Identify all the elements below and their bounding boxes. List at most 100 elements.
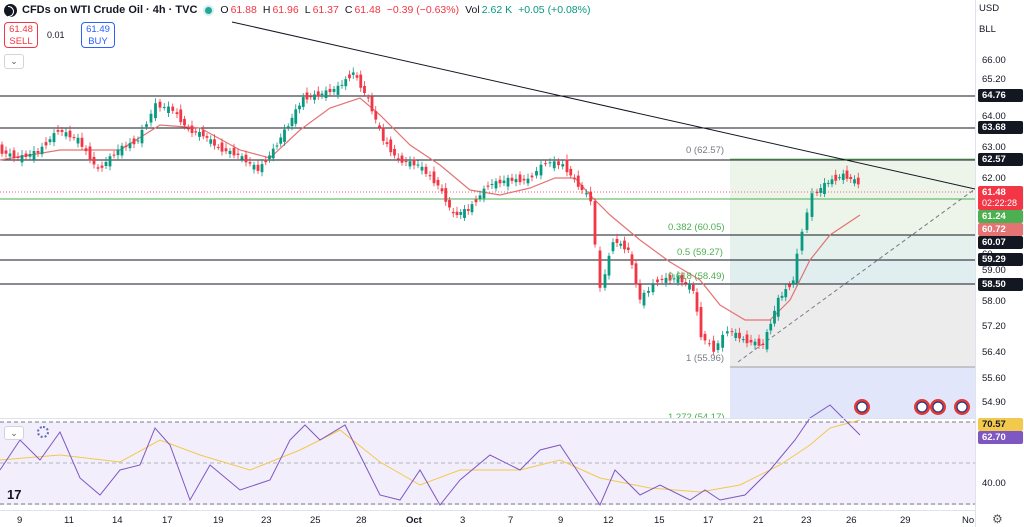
candle: [611, 242, 615, 252]
chart-settings-gear-icon[interactable]: ⚙: [992, 512, 1003, 526]
candle: [396, 158, 400, 160]
fib-zone-5: [730, 260, 975, 284]
down-trendline[interactable]: [231, 21, 975, 190]
date-tick: 25: [310, 515, 321, 526]
candle: [320, 93, 324, 95]
candle: [313, 94, 316, 100]
candle: [424, 166, 428, 174]
tick: 55.60: [982, 373, 1006, 384]
support-resistance-lines[interactable]: [0, 95, 975, 285]
price-axis[interactable]: 66.00 65.20 64.00 63.00 62.00 60. 59.00 …: [975, 0, 1024, 527]
candle: [440, 188, 444, 192]
market-status-icon: [205, 6, 213, 14]
candle: [470, 204, 474, 213]
tick: 62.00: [982, 173, 1006, 184]
event-flags[interactable]: [854, 399, 970, 415]
candle: [190, 125, 194, 134]
symbol-title[interactable]: CFDs on WTI Crude Oil · 4h · TVC: [22, 4, 198, 16]
candle: [490, 184, 494, 185]
level-label: 62.57: [978, 153, 1023, 166]
buy-button[interactable]: 61.49 BUY: [81, 22, 115, 48]
candle: [830, 179, 834, 185]
event-flag-inner-icon: [916, 401, 928, 413]
date-tick: 17: [162, 515, 173, 526]
candle: [385, 142, 389, 145]
candle: [136, 140, 140, 142]
time-axis[interactable]: 9 11 14 17 19 23 25 28 Oct 3 7 9 12 15 1…: [0, 510, 975, 527]
candle: [518, 174, 522, 183]
candle: [48, 139, 52, 143]
fib-label-618: 0.618 (58.49): [668, 271, 725, 282]
buy-price: 61.49: [86, 24, 110, 35]
candle: [448, 200, 451, 208]
candle: [603, 274, 607, 288]
candle: [316, 91, 320, 97]
candle: [355, 75, 359, 78]
candle: [451, 211, 455, 214]
candle: [216, 146, 220, 148]
rsi-ma-label: 70.57: [978, 418, 1023, 431]
rsi-settings-icon[interactable]: [37, 426, 49, 438]
candle: [544, 163, 547, 165]
candle: [721, 334, 725, 348]
candle: [298, 105, 301, 110]
rsi-tick: 40.00: [982, 478, 1006, 489]
candle: [232, 147, 236, 156]
candle: [389, 139, 393, 153]
candle: [194, 131, 198, 133]
date-tick: 23: [801, 515, 812, 526]
unit-selector[interactable]: BLL: [979, 24, 996, 35]
candle: [634, 263, 638, 285]
tick: 65.20: [982, 74, 1006, 85]
tradingview-logo-icon: 17: [7, 487, 22, 502]
candle: [28, 153, 32, 157]
candle: [120, 145, 124, 156]
tick: 63.00: [982, 142, 1006, 153]
candle: [412, 159, 416, 166]
collapse-chevron-icon[interactable]: ⌄: [4, 54, 24, 69]
candle: [486, 185, 490, 187]
candle: [695, 292, 699, 312]
candle: [244, 154, 248, 163]
date-tick: 19: [213, 515, 224, 526]
candle: [463, 209, 466, 218]
rsi-collapse-chevron-icon[interactable]: ⌄: [4, 426, 24, 440]
level-label: 59.29: [978, 253, 1023, 266]
open-value: 61.88: [230, 4, 257, 16]
date-tick: Oct: [406, 515, 422, 526]
candle: [795, 253, 799, 284]
candle: [432, 171, 436, 184]
candle: [132, 138, 136, 145]
candle: [647, 290, 650, 293]
candle: [630, 254, 634, 265]
candle: [240, 156, 244, 160]
fib-zone-382: [730, 235, 975, 260]
level-label: 63.68: [978, 121, 1023, 134]
candle: [428, 175, 432, 177]
pane-divider[interactable]: [0, 418, 975, 419]
currency-selector[interactable]: USD: [979, 3, 1000, 14]
candle: [615, 238, 619, 243]
candle: [68, 130, 72, 138]
candle: [623, 240, 626, 250]
candle: [332, 88, 336, 92]
level-label: 60.07: [978, 236, 1023, 249]
candle: [44, 142, 48, 146]
candle: [765, 331, 769, 350]
candle: [769, 323, 773, 331]
fib-zone-618: [730, 284, 975, 367]
candle: [381, 127, 385, 141]
candle: [784, 289, 788, 298]
candle: [651, 284, 655, 293]
candle: [680, 274, 684, 283]
candle: [573, 178, 576, 180]
candle: [104, 162, 108, 166]
rsi-ma-line: [0, 419, 861, 493]
spread-value: 0.01: [47, 30, 65, 40]
date-tick: 29: [900, 515, 911, 526]
price-chart[interactable]: [0, 0, 975, 527]
fib-label-0: 0 (62.57): [686, 145, 725, 156]
candle: [565, 159, 569, 173]
high-value: 61.96: [272, 4, 299, 16]
sell-button[interactable]: 61.48 SELL: [4, 22, 38, 48]
